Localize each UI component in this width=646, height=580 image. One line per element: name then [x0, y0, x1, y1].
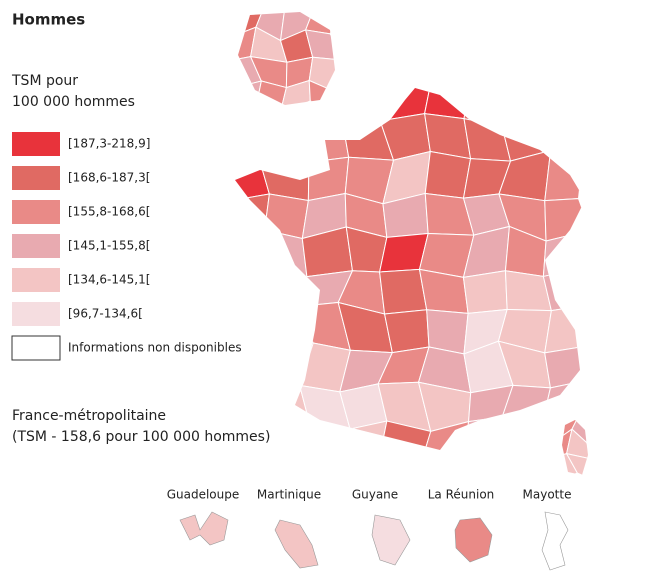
department: [544, 304, 585, 354]
legend-label: [168,6-187,3[: [68, 171, 150, 185]
overseas: Guadeloupe Martinique Guyane La Réunion Mayo…: [167, 488, 572, 571]
legend-swatch: [12, 200, 60, 224]
overseas-territory: [179, 511, 229, 546]
legend-title: 100 000 hommes: [12, 94, 135, 110]
overseas-territory: [371, 514, 411, 566]
note: (TSM - 158,6 pour 100 000 hommes): [12, 429, 270, 445]
department: [235, 229, 268, 269]
ile-de-france-inset: [238, 12, 335, 105]
department: [304, 12, 335, 35]
department: [463, 117, 512, 162]
department: [263, 421, 310, 450]
department: [463, 416, 503, 450]
note: France-métropolitaine: [12, 408, 166, 424]
legend-swatch: [12, 302, 60, 326]
department: [235, 266, 268, 315]
department: [264, 193, 309, 240]
overseas-territory: [541, 511, 569, 571]
overseas-label: La Réunion: [428, 488, 495, 502]
legend-label: Informations non disponibles: [68, 341, 242, 355]
department: [544, 345, 585, 389]
department: [463, 88, 508, 127]
department: [235, 193, 270, 236]
legend-label: [155,8-168,6[: [68, 205, 150, 219]
legend-label: [134,6-145,1[: [68, 273, 150, 287]
legend-swatch: [12, 166, 60, 190]
overseas-territory: [454, 517, 493, 563]
legend-label: [187,3-218,9]: [68, 137, 150, 151]
legend-swatch: [12, 234, 60, 258]
department: [341, 88, 390, 122]
legend-label: [96,7-134,6[: [68, 307, 143, 321]
department: [305, 421, 351, 450]
overseas-label: Martinique: [257, 488, 321, 502]
department: [235, 113, 265, 163]
legend-label: [145,1-155,8[: [68, 239, 150, 253]
department: [235, 156, 270, 202]
legend: [187,3-218,9] [168,6-187,3[ [155,8-168,6[ […: [11, 132, 242, 361]
department: [424, 150, 472, 199]
department: [462, 270, 508, 314]
legend-title: TSM pour: [11, 73, 78, 89]
overseas-label: Mayotte: [523, 488, 572, 502]
department: [379, 268, 428, 315]
department: [383, 309, 430, 354]
department: [540, 88, 585, 122]
department: [501, 416, 553, 450]
department: [544, 149, 584, 202]
corsica: [562, 420, 588, 475]
department: [258, 113, 310, 163]
france-map: [235, 88, 585, 450]
overseas-label: Guadeloupe: [167, 488, 240, 502]
title: Hommes: [12, 11, 85, 29]
legend-swatch: [11, 335, 61, 361]
department: [423, 88, 472, 120]
legend-swatch: [12, 132, 60, 156]
department: [544, 198, 585, 242]
department: [541, 111, 585, 164]
department: [238, 80, 263, 105]
legend-swatch: [12, 268, 60, 292]
department: [235, 383, 269, 430]
overseas-territory: [274, 519, 319, 569]
department: [263, 267, 308, 315]
department: [565, 428, 588, 460]
department: [542, 266, 585, 312]
department: [263, 305, 314, 349]
department: [501, 88, 543, 128]
department: [301, 116, 350, 163]
overseas-label: Guyane: [352, 488, 398, 502]
